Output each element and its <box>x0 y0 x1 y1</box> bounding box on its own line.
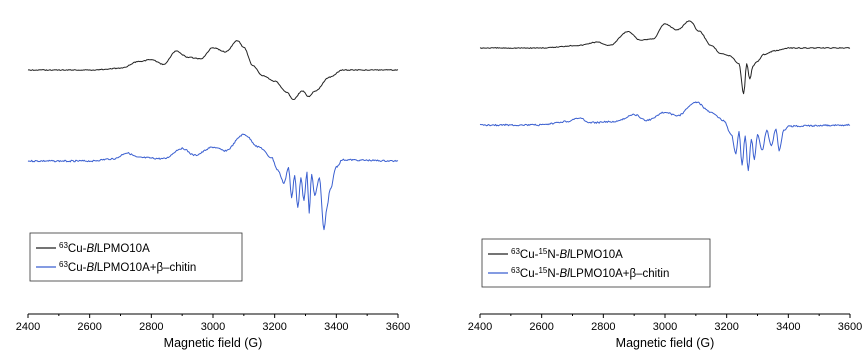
x-tick-label: 3000 <box>653 321 677 333</box>
series-line-enzyme <box>479 20 851 95</box>
x-tick-label: 2800 <box>591 321 615 333</box>
legend-label: 63Cu-BlLPMO10A <box>59 241 150 255</box>
legend-label: 63Cu-15N-BlLPMO10A+β–chitin <box>511 266 669 280</box>
x-tick-label: 2800 <box>139 321 163 333</box>
series-line-enzyme-chitin <box>479 101 851 172</box>
x-tick-label: 3400 <box>324 321 348 333</box>
legend-box <box>29 232 243 282</box>
series-line-enzyme-chitin <box>27 133 399 231</box>
left-panel: 2400 2600 2800 3000 3200 3400 3600 Magnetic fie… <box>16 40 410 350</box>
legend-label: 63Cu-15N-BlLPMO10A <box>511 247 623 261</box>
series-line-enzyme <box>27 40 399 100</box>
legend-box <box>481 238 711 288</box>
x-tick-label: 3400 <box>776 321 800 333</box>
x-axis-title: Magnetic field (G) <box>164 336 263 350</box>
x-tick-label: 2400 <box>468 321 492 333</box>
x-tick-label: 3200 <box>262 321 286 333</box>
x-tick-label: 3000 <box>201 321 225 333</box>
x-tick-label: 3600 <box>386 321 410 333</box>
legend-label: 63Cu-BlLPMO10A+β–chitin <box>59 260 196 274</box>
x-tick-label: 2400 <box>16 321 40 333</box>
x-tick-label: 3200 <box>714 321 738 333</box>
right-panel: 2400 2600 2800 3000 3200 3400 3600 Magnetic fie… <box>468 20 862 350</box>
x-tick-label: 2600 <box>529 321 553 333</box>
x-axis-title: Magnetic field (G) <box>616 336 715 350</box>
x-tick-label: 3600 <box>838 321 862 333</box>
x-tick-label: 2600 <box>77 321 101 333</box>
